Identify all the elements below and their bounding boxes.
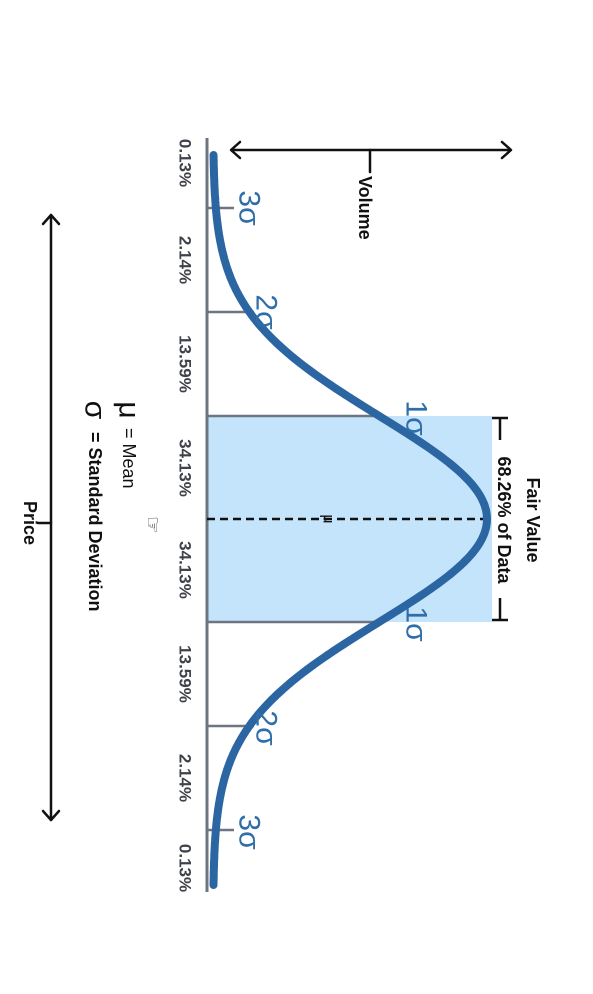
sigma-tick-lines: [207, 206, 380, 832]
sigma-label-right-3: 3σ: [233, 814, 266, 850]
pct-label: 34.13%: [176, 541, 195, 599]
pct-label: 2.14%: [176, 236, 195, 284]
pct-label: 13.59%: [176, 645, 195, 703]
legend-sigma-text: = Standard Deviation: [85, 432, 105, 612]
pct-label: 0.13%: [176, 844, 195, 892]
legend-mu-symbol: μ: [113, 401, 146, 418]
sigma-label-right-2: 2σ: [250, 710, 283, 746]
legend-sigma-symbol: σ: [79, 401, 112, 420]
sigma-label-left-1: 1σ: [400, 400, 433, 436]
pct-label: 13.59%: [176, 335, 195, 393]
fair-value-bracket: [492, 416, 508, 622]
fair-value-title: Fair Value: [523, 477, 543, 562]
pointer-hand-icon: ☞: [141, 516, 163, 534]
pct-label: 0.13%: [176, 139, 195, 187]
pct-label: 34.13%: [176, 439, 195, 497]
percentage-labels: 0.13% 2.14% 13.59% 34.13% 34.13% 13.59% …: [176, 139, 195, 892]
volume-label: Volume: [355, 176, 375, 240]
sigma-label-left-3: 3σ: [233, 190, 266, 226]
normal-curve: [209, 151, 491, 889]
volume-arrow: [229, 140, 513, 174]
mean-marker: μ: [320, 514, 337, 523]
fair-value-subtitle: 68.26% of Data: [494, 456, 514, 584]
price-arrow: [36, 213, 61, 822]
legend-mu-text: = Mean: [119, 428, 139, 489]
pct-label: 2.14%: [176, 754, 195, 802]
sigma-label-right-1: 1σ: [400, 606, 433, 642]
sigma-label-left-2: 2σ: [250, 294, 283, 330]
price-label: Price: [20, 501, 40, 545]
legend: μ = Mean σ = Standard Deviation: [79, 401, 146, 612]
